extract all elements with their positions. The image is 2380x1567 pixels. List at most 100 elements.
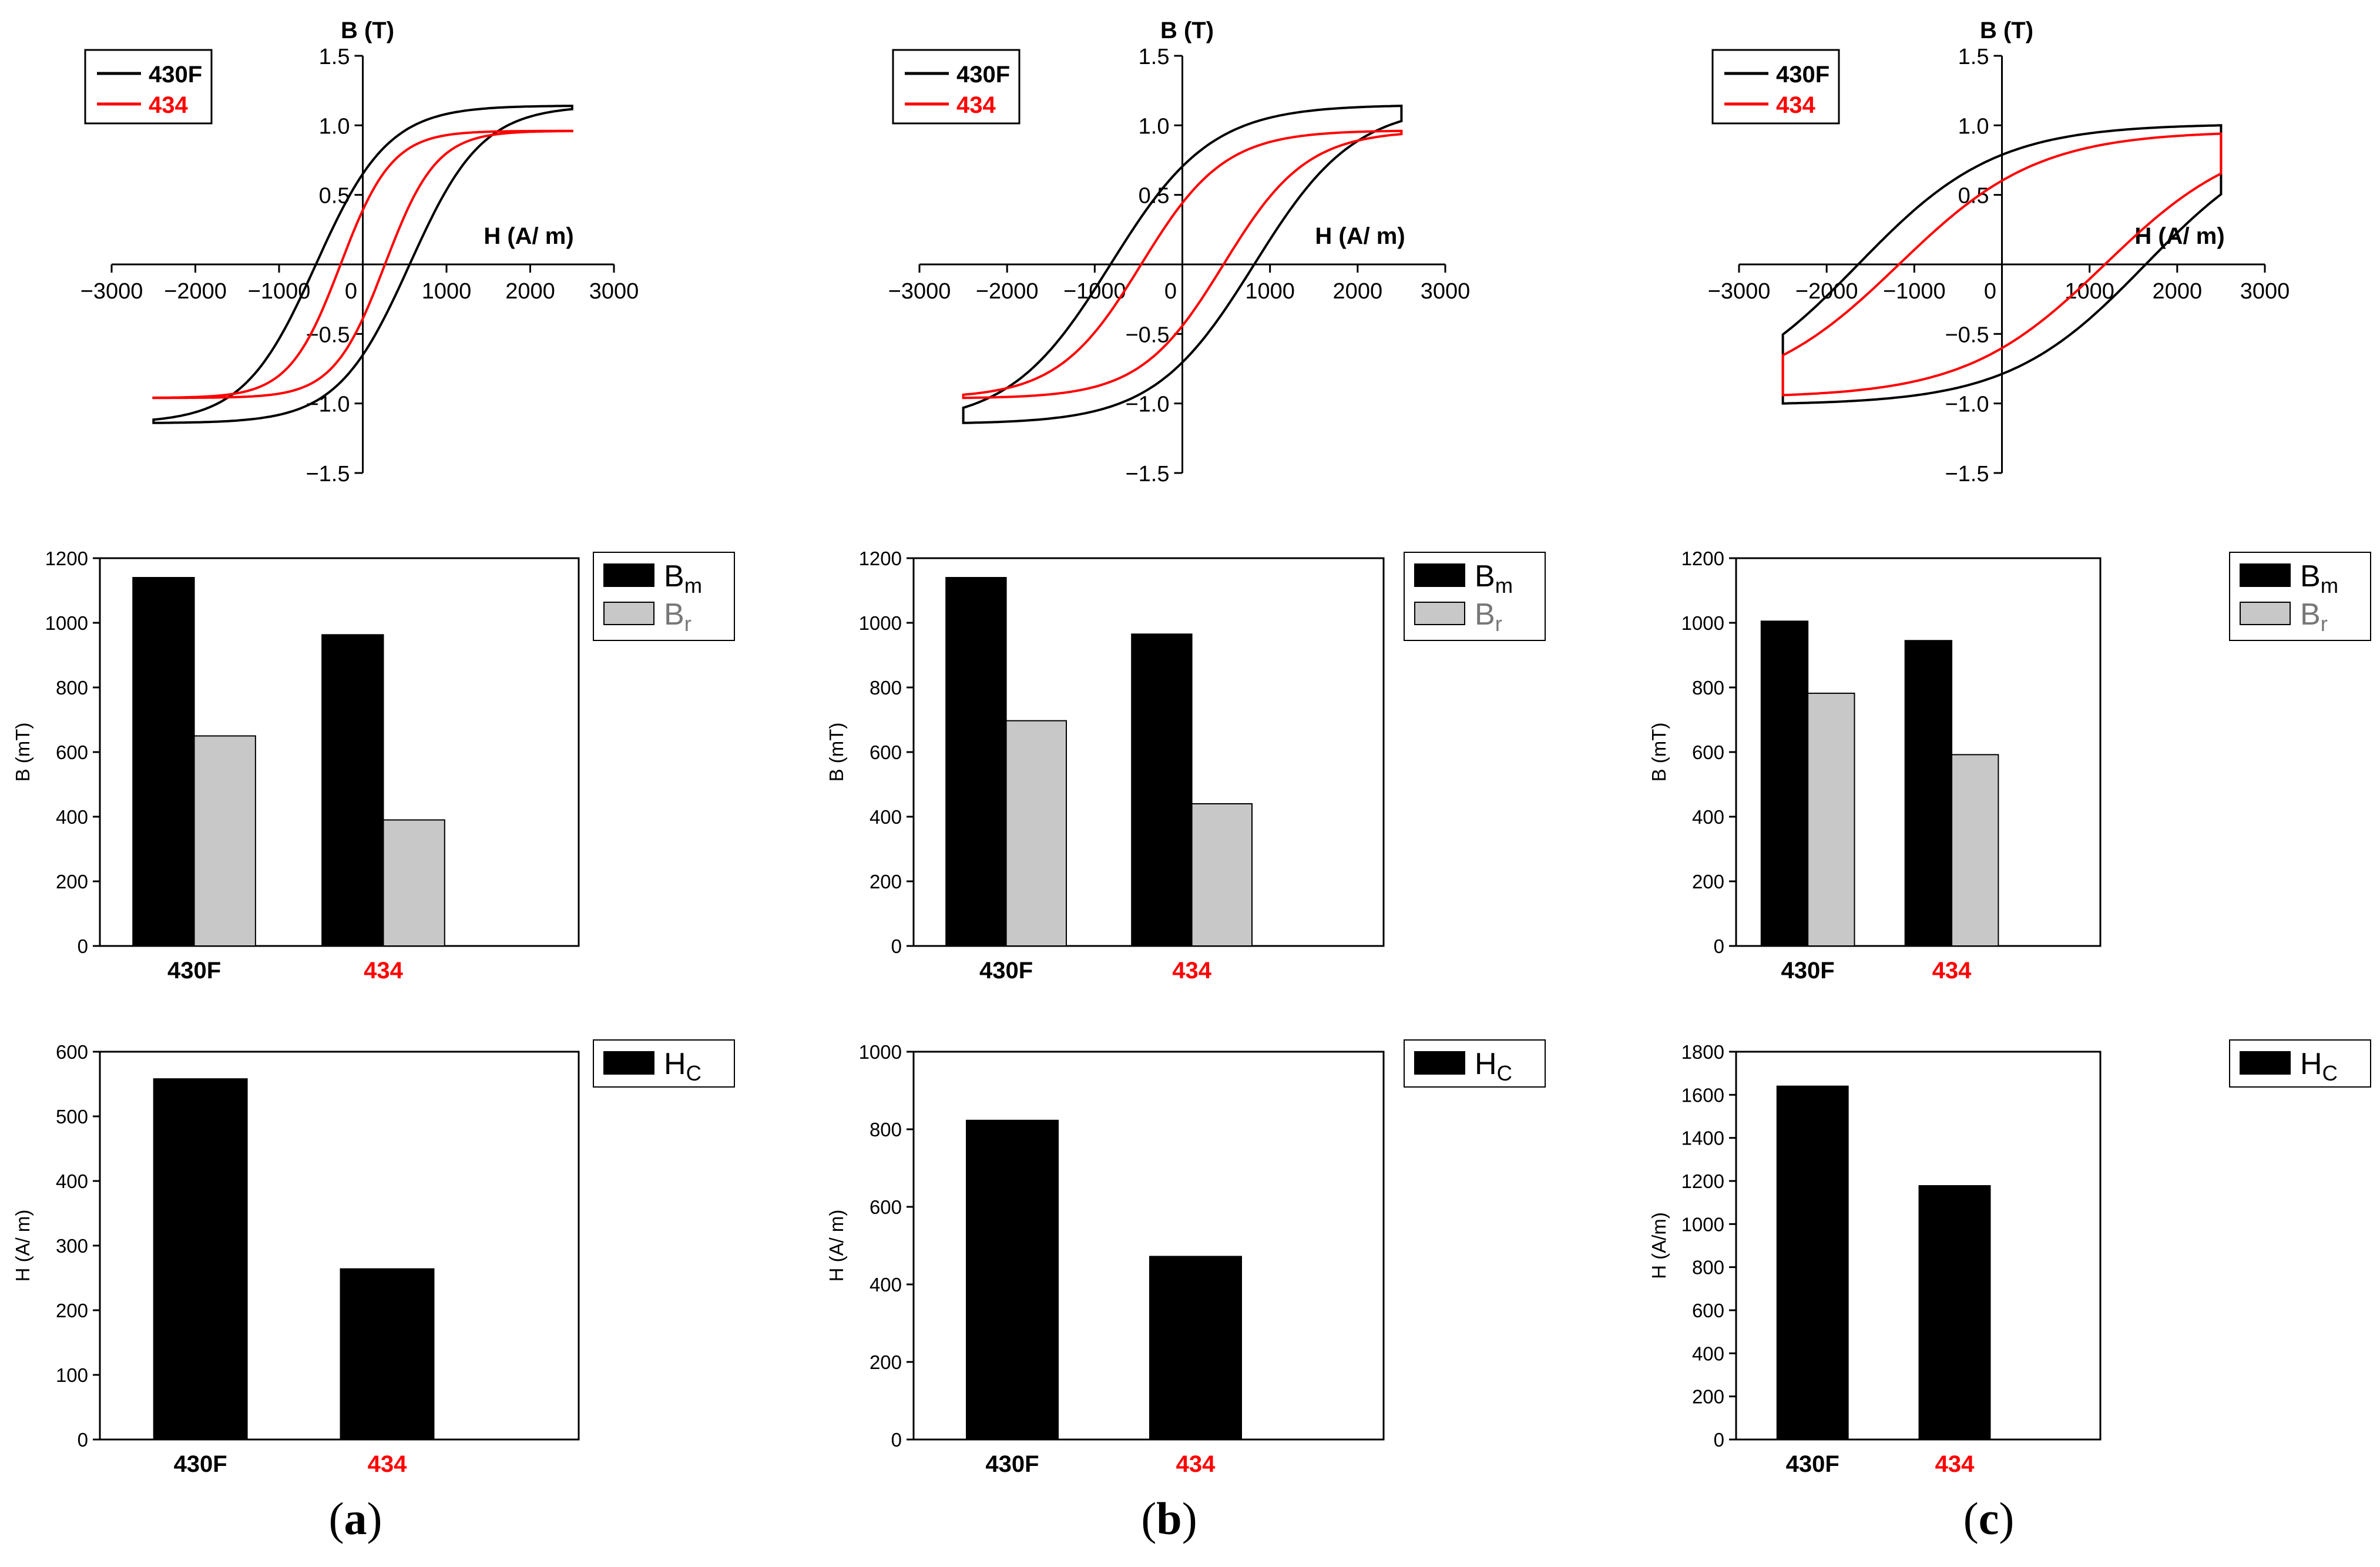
x-category-label: 434	[1176, 1451, 1216, 1477]
x-tick-label: 2000	[2153, 279, 2203, 304]
y-tick-label: 400	[56, 1170, 88, 1192]
legend-label-430F: 430F	[956, 62, 1010, 88]
bar-HC-434	[340, 1268, 435, 1441]
y-tick-label: 1800	[1681, 1041, 1724, 1063]
x-tick-label: 2000	[505, 279, 555, 304]
y-tick-label: 1.5	[1958, 45, 1989, 69]
y-axis-label: B (T)	[341, 18, 394, 43]
bar-HC-430F	[153, 1078, 248, 1440]
x-tick-label: 3000	[1421, 279, 1471, 304]
bar-HC-430F	[966, 1119, 1059, 1440]
y-tick-label: 200	[56, 871, 88, 892]
y-tick-label: 1400	[1681, 1128, 1724, 1149]
y-axis-label: B (mT)	[1648, 723, 1670, 782]
y-tick-label: 200	[870, 1351, 902, 1373]
series-line-434	[962, 129, 1403, 400]
y-tick-label: 0	[1714, 935, 1724, 957]
y-tick-label: 0	[78, 935, 88, 957]
legend-label-434: 434	[956, 92, 996, 118]
y-axis-label: B (mT)	[825, 723, 847, 782]
bar-Br-434	[382, 819, 445, 947]
x-category-label: 434	[364, 958, 403, 984]
y-tick-label: 600	[56, 1041, 88, 1063]
y-tick-label: 200	[1692, 1386, 1724, 1408]
y-tick-label: 600	[1692, 1300, 1724, 1321]
y-tick-label: 600	[870, 1196, 902, 1218]
y-axis-label: H (A/ m)	[825, 1210, 847, 1282]
caption-c: (c)	[1963, 1493, 2015, 1544]
legend-label-430F: 430F	[149, 62, 202, 88]
y-tick-label: 500	[56, 1106, 88, 1128]
bar-HC-430F	[1776, 1085, 1849, 1440]
series-line-434	[152, 129, 573, 400]
legend-label-434: 434	[1776, 92, 1815, 118]
x-category-label: 430F	[1786, 1451, 1839, 1477]
bar-Bm-430F	[945, 577, 1007, 947]
bar-Br-430F	[1005, 720, 1067, 947]
plot-frame	[1735, 1051, 2102, 1441]
caption-a: (a)	[328, 1493, 382, 1544]
y-tick-label: 1.0	[1139, 114, 1170, 139]
y-tick-label: 400	[56, 806, 88, 828]
series-line-434	[1781, 132, 2223, 397]
x-category-label: 430F	[979, 958, 1033, 984]
y-tick-label: 0	[78, 1429, 88, 1451]
x-tick-label: −2000	[164, 279, 227, 304]
x-tick-label: −2000	[1795, 279, 1858, 304]
x-tick-label: 2000	[1333, 279, 1383, 304]
y-tick-label: 1.5	[319, 45, 350, 69]
x-tick-label: 1000	[2065, 279, 2114, 304]
plot-frame	[912, 1051, 1385, 1441]
y-tick-label: 1.0	[1958, 114, 1989, 139]
legend-swatch-HC	[1414, 1051, 1465, 1075]
x-category-label: 434	[1935, 1451, 1975, 1477]
x-category-label: 430F	[985, 1451, 1039, 1477]
y-tick-label: 400	[870, 806, 902, 828]
x-category-label: 434	[1172, 958, 1211, 984]
y-tick-label: 800	[1692, 677, 1724, 699]
x-tick-label: −1000	[1883, 279, 1946, 304]
bar-HC-434	[1918, 1185, 1991, 1440]
x-tick-label: 0	[1164, 279, 1177, 304]
y-tick-label: 1000	[859, 612, 902, 634]
y-axis-label: B (T)	[1160, 18, 1214, 43]
x-tick-label: 0	[1984, 279, 1996, 304]
y-tick-label: 1600	[1681, 1084, 1724, 1106]
series-line-430F	[1781, 124, 2223, 405]
bar-Bm-430F	[132, 577, 195, 947]
bar-Bm-434	[1904, 640, 1953, 947]
legend-swatch-Bm	[603, 563, 654, 587]
y-tick-label: −1.0	[1945, 392, 1989, 417]
caption-b: (b)	[1141, 1493, 1197, 1544]
x-axis-label: H (A/ m)	[2134, 223, 2224, 249]
y-tick-label: 200	[56, 1300, 88, 1321]
legend-label-434: 434	[149, 92, 188, 118]
x-axis-label: H (A/ m)	[1315, 223, 1405, 249]
legend-swatch-HC	[603, 1051, 654, 1075]
y-tick-label: 1000	[859, 1041, 902, 1063]
hysteresis-chart-b: −3000 −2000 −1000 0 1000 2000 3000 −1.5 −1.0 −0.5…	[888, 18, 1471, 486]
y-tick-label: 1.5	[1139, 45, 1170, 69]
y-tick-label: 1200	[1681, 548, 1724, 569]
y-tick-label: 1200	[1681, 1170, 1724, 1192]
x-tick-label: 3000	[589, 279, 639, 304]
x-tick-label: −3000	[80, 279, 143, 304]
y-tick-label: 800	[56, 677, 88, 699]
y-tick-label: 1000	[1681, 612, 1724, 634]
y-tick-label: −1.0	[306, 392, 350, 417]
y-tick-label: −0.5	[1945, 323, 1989, 347]
bar-Br-434	[1191, 803, 1253, 947]
x-category-label: 434	[368, 1451, 407, 1477]
y-tick-label: 1.0	[319, 114, 350, 139]
y-tick-label: −1.5	[1125, 462, 1169, 486]
series-line-430F	[152, 105, 573, 424]
bar-HC-434	[1149, 1256, 1242, 1440]
bar-Br-434	[1951, 754, 1999, 947]
y-tick-label: 600	[870, 741, 902, 763]
y-tick-label: 800	[1692, 1257, 1724, 1279]
